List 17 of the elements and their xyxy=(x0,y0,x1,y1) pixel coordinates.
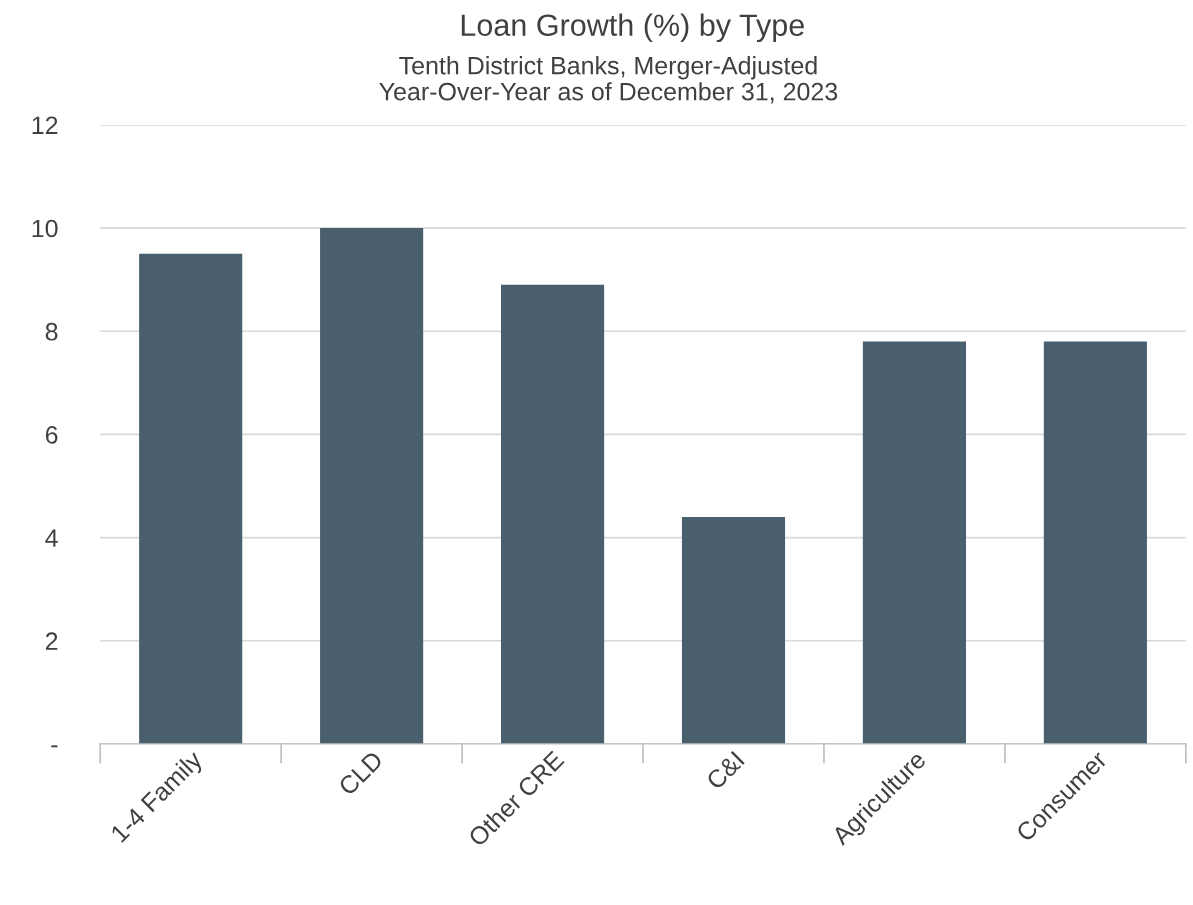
bar xyxy=(862,341,966,744)
chart-title: Loan Growth (%) by Type xyxy=(461,13,804,43)
y-tick-label: 12 xyxy=(32,116,58,134)
y-tick-label: 8 xyxy=(45,322,58,341)
bar xyxy=(1043,341,1147,744)
y-tick-label: 10 xyxy=(32,219,58,238)
y-tick-label: 2 xyxy=(45,632,58,650)
bar xyxy=(320,228,424,744)
x-tick-label: CLD xyxy=(337,750,384,797)
x-tick-label: C&I xyxy=(705,750,745,791)
y-tick-label: 6 xyxy=(45,426,58,444)
y-tick-label: - xyxy=(51,745,58,748)
y-tick-label: 4 xyxy=(45,529,58,547)
bar xyxy=(500,284,605,744)
bar xyxy=(681,516,786,744)
bar xyxy=(139,253,243,744)
chart-subtitle: Tenth District Banks, Merger-Adjusted Year-Over-Year as of December 31, 2023 xyxy=(379,56,838,104)
